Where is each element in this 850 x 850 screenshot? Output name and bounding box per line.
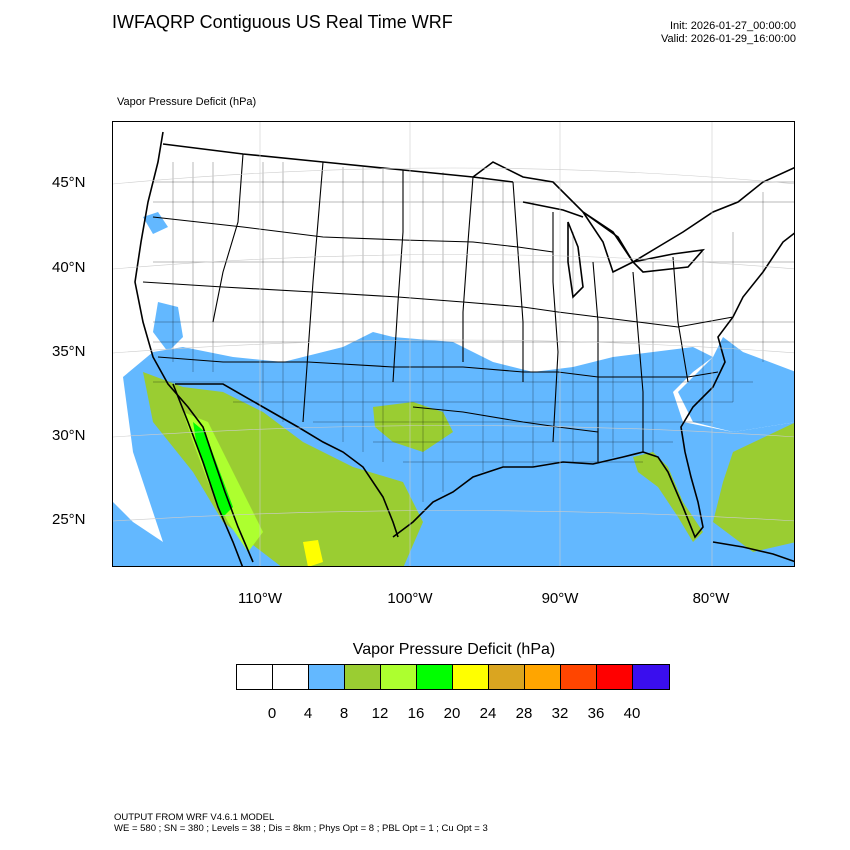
colorbar-tick-8: 8 (339, 705, 349, 722)
colorbar-tick-12: 12 (371, 705, 389, 722)
lat-label-25: 25°N (52, 511, 86, 528)
west-coastline (134, 131, 254, 563)
field-subtitle: Vapor Pressure Deficit (hPa) (117, 96, 257, 108)
florida-coastline (642, 451, 704, 539)
colorbar-box-7 (489, 665, 525, 689)
valid-time: Valid: 2026-01-29_16:00:00 (661, 33, 796, 45)
graticule-lines (113, 122, 794, 566)
vpd-region-20-24 (303, 540, 323, 566)
colorbar-tick-36: 36 (587, 705, 605, 722)
vpd-shading (113, 212, 794, 566)
lon-label-80: 80°W (692, 590, 730, 607)
colorbar-tick-24: 24 (479, 705, 497, 722)
cuba-coastline (712, 541, 794, 563)
init-time: Init: 2026-01-27_00:00:00 (670, 20, 796, 32)
map-panel (112, 121, 795, 567)
lon-label-90: 90°W (541, 590, 579, 607)
model-info-line1: OUTPUT FROM WRF V4.6.1 MODEL (114, 812, 275, 823)
colorbar-box-10 (597, 665, 633, 689)
lon-label-100: 100°W (387, 590, 433, 607)
lat-label-30: 30°N (52, 427, 86, 444)
colorbar-box-9 (561, 665, 597, 689)
lat-label-45: 45°N (52, 174, 86, 191)
great-lakes (522, 201, 706, 299)
colorbar-box-5 (417, 665, 453, 689)
colorbar-title: Vapor Pressure Deficit (hPa) (352, 641, 556, 658)
model-info: OUTPUT FROM WRF V4.6.1 MODEL WE = 580 ; … (114, 812, 488, 834)
colorbar-box-4 (381, 665, 417, 689)
baja-coastline (172, 383, 244, 566)
colorbar (236, 664, 670, 690)
colorbar-box-3 (345, 665, 381, 689)
lon-label-110: 110°W (237, 590, 283, 607)
mexico-border (175, 383, 399, 538)
colorbar-tick-16: 16 (407, 705, 425, 722)
graticule (113, 122, 794, 566)
colorbar-tick-0: 0 (267, 705, 277, 722)
colorbar-box-8 (525, 665, 561, 689)
run-times: Init: 2026-01-27_00:00:00 Valid: 2026-01… (661, 20, 796, 46)
colorbar-tick-28: 28 (515, 705, 533, 722)
plot-title: IWFAQRP Contiguous US Real Time WRF (112, 12, 453, 32)
vpd-region-16-20 (193, 422, 233, 517)
lat-label-35: 35°N (52, 343, 86, 360)
county-grid (153, 162, 794, 502)
vpd-region-8-12-mexico (143, 372, 423, 566)
colorbar-box-1 (273, 665, 309, 689)
colorbar-tick-32: 32 (551, 705, 569, 722)
lat-label-40: 40°N (52, 259, 86, 276)
colorbar-box-6 (453, 665, 489, 689)
colorbar-box-2 (309, 665, 345, 689)
vpd-region-8-12-florida (633, 452, 703, 542)
colorbar-tick-4: 4 (303, 705, 313, 722)
model-info-line2: WE = 580 ; SN = 380 ; Levels = 38 ; Dis … (114, 823, 488, 834)
colorbar-box-0 (237, 665, 273, 689)
map-canvas (113, 122, 794, 566)
vpd-region-8-12-texas (373, 402, 453, 452)
colorbar-box-11 (633, 665, 669, 689)
canada-border (162, 143, 794, 264)
vpd-region-4-8-atlantic (678, 337, 794, 432)
colorbar-tick-40: 40 (623, 705, 641, 722)
county-lines (153, 162, 794, 502)
colorbar-tick-20: 20 (443, 705, 461, 722)
